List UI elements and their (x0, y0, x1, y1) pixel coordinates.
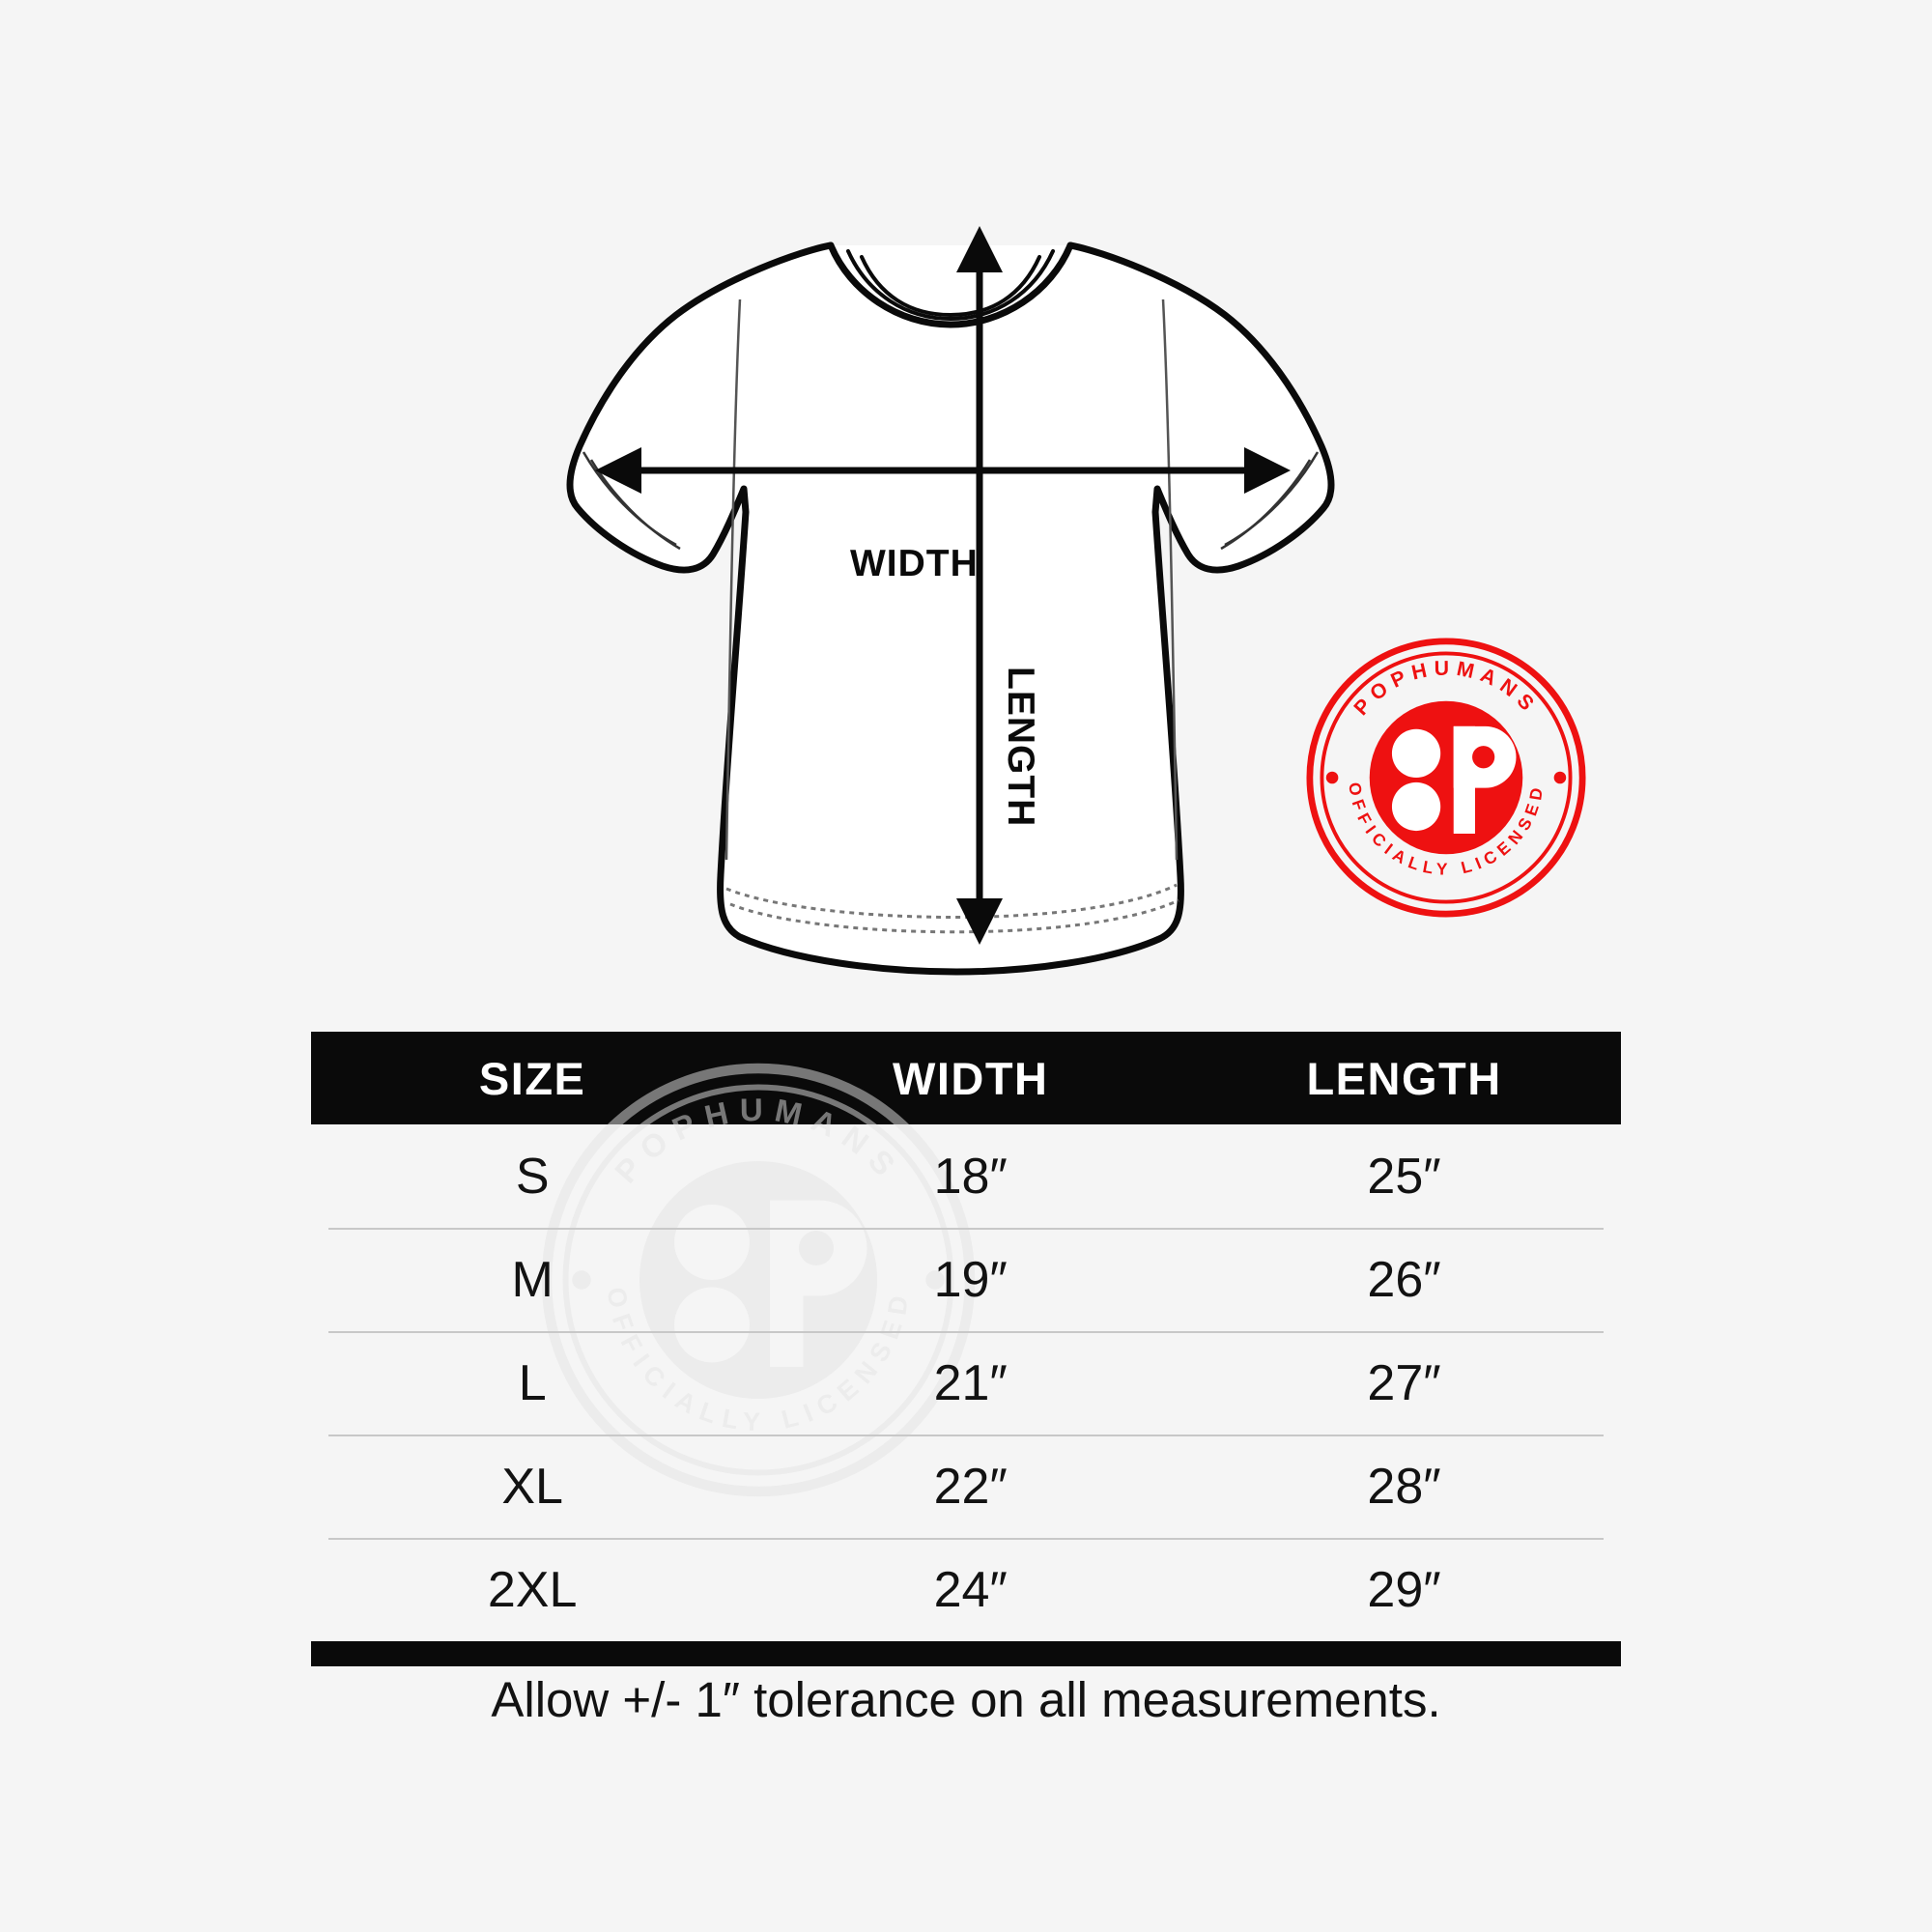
table-row: 2XL 24″ 29″ (311, 1538, 1621, 1641)
cell-size: S (515, 1148, 550, 1205)
cell-length: 28″ (1367, 1458, 1441, 1515)
cell-size: L (518, 1354, 547, 1411)
column-header-size: SIZE (478, 1052, 586, 1104)
cell-length: 26″ (1367, 1251, 1441, 1308)
cell-length: 29″ (1367, 1561, 1441, 1618)
cell-width: 18″ (933, 1148, 1008, 1205)
table-row: XL 22″ 28″ (311, 1435, 1621, 1538)
cell-size: M (511, 1251, 554, 1308)
cell-length: 27″ (1367, 1354, 1441, 1411)
column-header-length: LENGTH (1306, 1052, 1502, 1104)
cell-size: XL (501, 1458, 563, 1515)
cell-width: 21″ (933, 1354, 1008, 1411)
length-dimension-label: LENGTH (1000, 667, 1041, 828)
cell-width: 24″ (933, 1561, 1008, 1618)
table-bottom-bar (311, 1641, 1621, 1666)
cell-size: 2XL (487, 1561, 578, 1618)
cell-width: 22″ (933, 1458, 1008, 1515)
tshirt-illustration (541, 222, 1352, 1014)
size-chart-table: SIZE WIDTH LENGTH S 18″ 25″ M 19″ 26″ L … (311, 1032, 1621, 1666)
table-header-row: SIZE WIDTH LENGTH (311, 1032, 1621, 1124)
width-dimension-label: WIDTH (850, 543, 979, 584)
table-row: L 21″ 27″ (311, 1331, 1621, 1435)
table-body: S 18″ 25″ M 19″ 26″ L 21″ 27″ XL 22″ 28″… (311, 1124, 1621, 1641)
cell-width: 19″ (933, 1251, 1008, 1308)
table-row: S 18″ 25″ (311, 1124, 1621, 1228)
pophumans-official-badge: POPHUMANS OFFICIALLY LICENSED (1306, 638, 1586, 918)
cell-length: 25″ (1367, 1148, 1441, 1205)
column-header-width: WIDTH (892, 1052, 1049, 1104)
tolerance-note: Allow +/- 1″ tolerance on all measuremen… (491, 1672, 1441, 1727)
table-row: M 19″ 26″ (311, 1228, 1621, 1331)
